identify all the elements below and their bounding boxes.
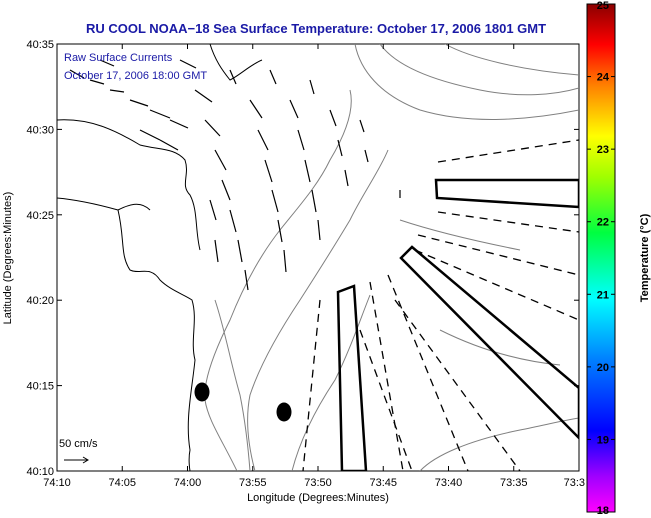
current-vectors [69, 59, 401, 291]
x-axis-label: Longitude (Degrees:Minutes) [247, 492, 389, 504]
plot-frame [56, 43, 580, 472]
x-tick-label: 73:40 [435, 477, 463, 489]
colorbar [586, 3, 616, 513]
y-tick-label: 40:10 [26, 466, 54, 478]
colorbar-tick-label: 19 [597, 434, 609, 446]
buoy-marker-1 [194, 382, 210, 402]
coastline [57, 44, 263, 471]
scale-arrow-head [82, 456, 89, 464]
colorbar-tick-label: 21 [597, 289, 609, 301]
buoy-marker-2 [276, 402, 292, 422]
y-tick-label: 40:15 [26, 381, 54, 393]
colorbar-tick-label: 25 [597, 0, 609, 12]
colorbar-tick-label: 22 [597, 217, 609, 229]
colorbar-tick-label: 18 [597, 505, 609, 517]
chart-title: RU COOL NOAA−18 Sea Surface Temperature:… [86, 21, 546, 36]
y-axis-label: Latitude (Degrees:Minutes) [2, 192, 14, 325]
map-layer [57, 44, 579, 471]
y-axis: 40:35 40:30 40:25 40:20 40:15 40:10 [26, 39, 579, 478]
y-tick-label: 40:30 [26, 124, 54, 136]
y-tick-label: 40:35 [26, 39, 54, 51]
colorbar-tick-label: 23 [597, 144, 609, 156]
colorbar-tick-label: 24 [597, 72, 610, 84]
colorbar-ticks: 25 24 23 22 21 20 19 18 [587, 0, 615, 517]
colorbar-tick-label: 20 [597, 362, 609, 374]
x-axis: 74:10 74:05 74:00 73:55 73:50 73:45 73:40 73:35… [43, 44, 585, 489]
x-tick-label: 74:00 [174, 477, 202, 489]
y-tick-label: 40:20 [26, 295, 54, 307]
y-tick-label: 40:25 [26, 210, 54, 222]
x-tick-label: 73:45 [369, 477, 397, 489]
colorbar-label: Temperature (°C) [639, 213, 651, 302]
x-tick-label: 74:10 [43, 477, 71, 489]
overlay-line-1: Raw Surface Currents [64, 52, 173, 64]
radar-beams [336, 178, 579, 471]
x-tick-label: 73:3 [564, 477, 585, 489]
x-tick-label: 73:50 [304, 477, 332, 489]
radial-dashed-lines [302, 139, 579, 471]
x-tick-label: 73:35 [500, 477, 528, 489]
x-tick-label: 74:05 [108, 477, 136, 489]
scale-label: 50 cm/s [59, 438, 98, 450]
x-tick-label: 73:55 [239, 477, 267, 489]
overlay-line-2: October 17, 2006 18:00 GMT [64, 70, 207, 82]
